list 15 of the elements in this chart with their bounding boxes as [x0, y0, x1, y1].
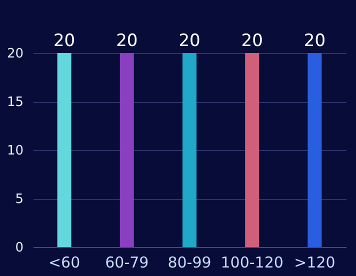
x-tick-label: 100-120: [220, 254, 284, 272]
data-label: 20: [116, 31, 138, 51]
y-tick-label: 15: [6, 95, 24, 110]
data-label: 20: [53, 31, 76, 51]
x-tick-label: 80-99: [168, 254, 212, 272]
data-label: 20: [178, 31, 200, 51]
data-label: 20: [304, 31, 326, 51]
y-tick-label: 10: [6, 144, 24, 158]
y-tick-label: 20: [6, 46, 24, 62]
data-label: 20: [241, 31, 263, 51]
y-tick-label: 5: [15, 192, 24, 207]
y-tick-label: 0: [15, 240, 24, 256]
x-tick-label: >120: [294, 254, 336, 272]
x-tick-label: <60: [48, 254, 80, 272]
x-tick-label: 60-79: [105, 254, 149, 272]
